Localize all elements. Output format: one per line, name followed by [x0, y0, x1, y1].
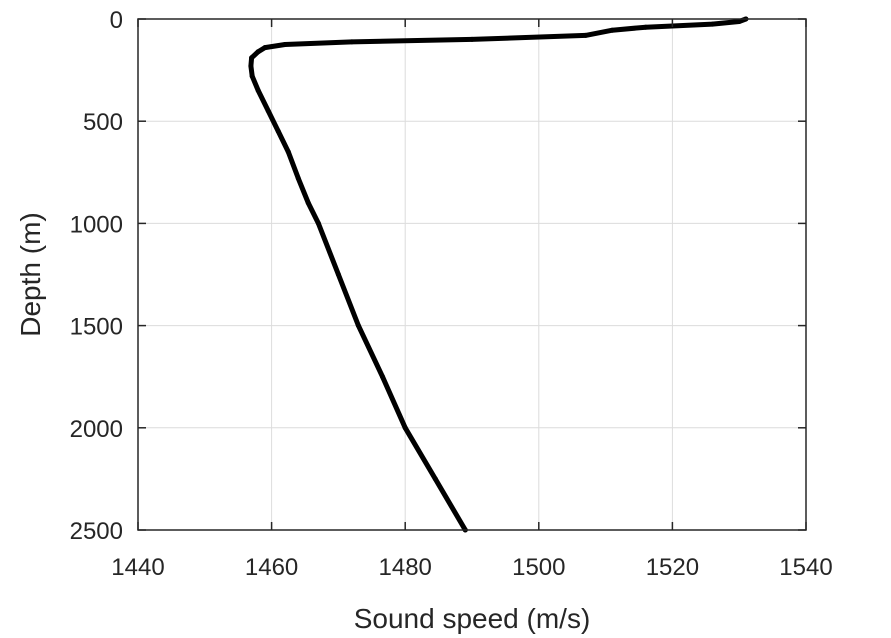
data-point	[583, 32, 589, 38]
x-tick-label: 1440	[111, 554, 164, 581]
data-point	[282, 42, 288, 47]
data-point	[249, 55, 255, 61]
x-tick-label: 1520	[646, 554, 699, 581]
y-tick-label: 2500	[70, 518, 123, 545]
data-point	[315, 220, 321, 226]
data-point	[402, 425, 408, 431]
axis-ticks: 1440 1460 1480 1500 1520 1540 0 500 1000 1500 2000…	[70, 7, 833, 581]
data-point	[736, 19, 742, 24]
data-point	[248, 63, 254, 69]
data-point	[249, 73, 255, 79]
plot-area	[138, 19, 806, 530]
data-point	[275, 128, 281, 134]
y-tick-label: 1500	[70, 314, 123, 341]
x-tick-label: 1480	[379, 554, 432, 581]
data-point	[285, 149, 291, 155]
x-tick-label: 1540	[779, 554, 832, 581]
data-point	[255, 88, 261, 93]
data-point	[355, 323, 361, 329]
data-series	[248, 16, 749, 533]
data-point	[643, 24, 649, 30]
x-tick-label: 1460	[245, 554, 298, 581]
data-point	[609, 27, 615, 33]
data-point	[265, 108, 271, 114]
y-axis-label: Depth (m)	[15, 212, 46, 336]
data-point	[305, 200, 311, 206]
data-point	[380, 374, 385, 380]
x-tick-label: 1500	[512, 554, 565, 581]
x-axis-label: Sound speed (m/s)	[354, 603, 591, 634]
data-point	[349, 39, 355, 45]
data-point	[295, 175, 301, 181]
y-tick-label: 2000	[70, 416, 123, 443]
data-point	[262, 45, 268, 51]
y-tick-label: 500	[83, 109, 123, 136]
data-point	[469, 36, 475, 42]
plot-border	[137, 18, 807, 531]
y-tick-label: 1000	[70, 211, 123, 238]
y-tick-label: 0	[110, 7, 123, 34]
data-point	[710, 21, 715, 27]
data-point	[432, 476, 438, 482]
data-point	[335, 272, 341, 277]
data-point	[255, 49, 261, 55]
